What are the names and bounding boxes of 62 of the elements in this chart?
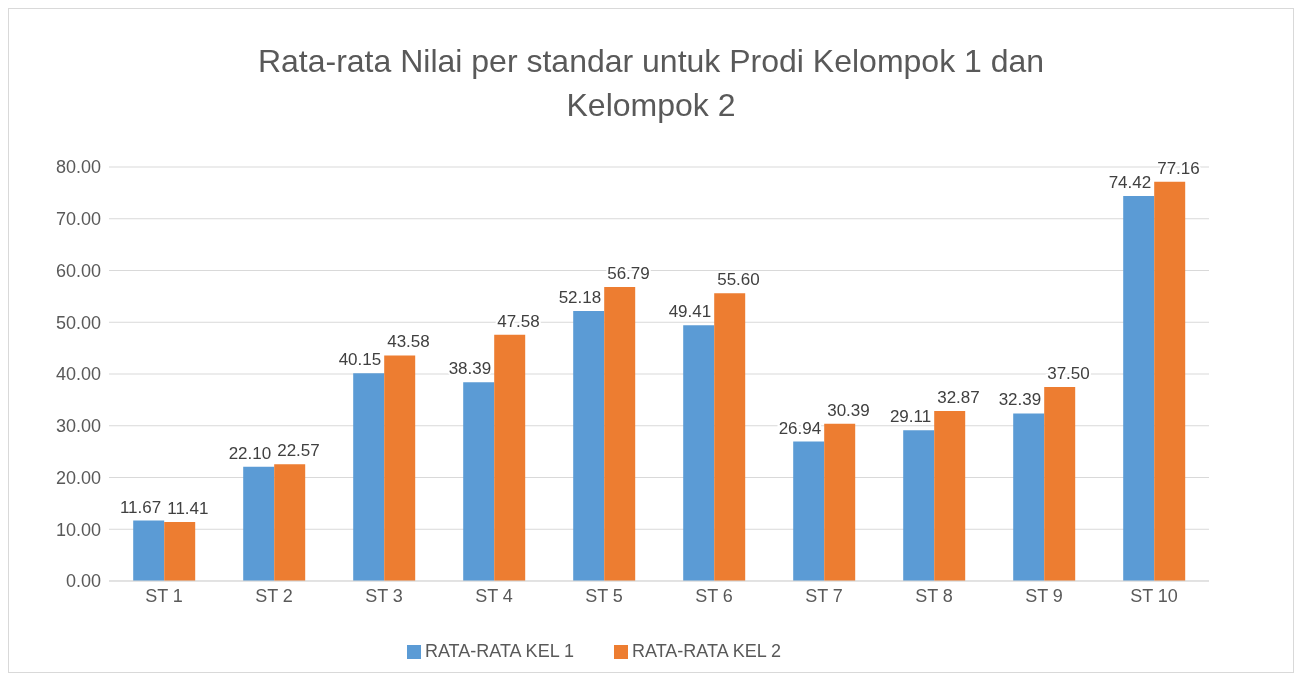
y-tick-label: 70.00	[55, 209, 101, 230]
x-tick-label: ST 5	[585, 585, 623, 606]
bar	[604, 287, 636, 581]
bar	[573, 310, 605, 581]
x-tick-label: ST 9	[1025, 585, 1063, 606]
bar	[824, 423, 856, 581]
legend-label: RATA-RATA KEL 1	[424, 641, 574, 661]
bar	[934, 410, 966, 581]
bar	[1013, 413, 1045, 581]
x-tick-label: ST 3	[365, 585, 403, 606]
bar	[714, 293, 746, 581]
bar	[683, 325, 715, 581]
data-label: 22.10	[228, 443, 272, 463]
data-label: 40.15	[338, 350, 382, 370]
bar	[353, 373, 385, 581]
x-tick-label: ST 2	[255, 585, 293, 606]
bar	[903, 430, 935, 581]
bar	[463, 382, 495, 581]
data-label: 38.39	[448, 359, 492, 379]
x-tick-label: ST 8	[915, 585, 953, 606]
data-label: 11.67	[119, 497, 162, 517]
data-label: 32.39	[998, 390, 1042, 410]
bar	[1154, 181, 1186, 581]
x-tick-label: ST 6	[695, 585, 733, 606]
chart-title: Rata-rata Nilai per standar untuk Prodi Kelompok 1 dan Kelompok 2	[256, 42, 1046, 125]
data-label: 74.42	[1108, 172, 1152, 192]
data-label: 47.58	[497, 311, 540, 331]
bar	[793, 441, 825, 581]
bar	[494, 334, 526, 581]
data-label: 56.79	[607, 264, 650, 284]
bar	[384, 355, 416, 581]
data-label: 37.50	[1047, 363, 1090, 383]
bar	[133, 520, 165, 581]
x-tick-label: ST 1	[145, 585, 183, 606]
data-label: 49.41	[668, 302, 712, 322]
data-label: 52.18	[558, 287, 602, 307]
data-label: 11.41	[167, 498, 209, 518]
legend-label: RATA-RATA KEL 2	[632, 641, 782, 661]
bar	[243, 466, 275, 581]
y-tick-label: 80.00	[55, 157, 101, 178]
data-label: 32.87	[937, 387, 980, 407]
data-label: 30.39	[827, 400, 870, 420]
bar	[1123, 195, 1155, 581]
y-tick-label: 30.00	[55, 416, 101, 437]
y-tick-label: 20.00	[55, 467, 101, 488]
data-label: 22.57	[277, 441, 320, 461]
y-tick-label: 50.00	[55, 312, 101, 333]
bar	[164, 521, 196, 581]
bar	[274, 464, 306, 581]
data-label: 43.58	[387, 332, 430, 352]
y-tick-label: 0.00	[65, 571, 101, 592]
data-label: 29.11	[889, 407, 932, 427]
x-tick-label: ST 10	[1130, 585, 1178, 606]
bar	[1044, 386, 1076, 581]
y-tick-label: 10.00	[55, 519, 101, 540]
y-tick-label: 40.00	[55, 364, 101, 385]
data-label: 77.16	[1157, 158, 1200, 178]
data-label: 55.60	[717, 270, 760, 290]
x-tick-label: ST 4	[475, 585, 513, 606]
y-tick-label: 60.00	[55, 260, 101, 281]
data-label: 26.94	[778, 418, 822, 438]
x-tick-label: ST 7	[805, 585, 843, 606]
